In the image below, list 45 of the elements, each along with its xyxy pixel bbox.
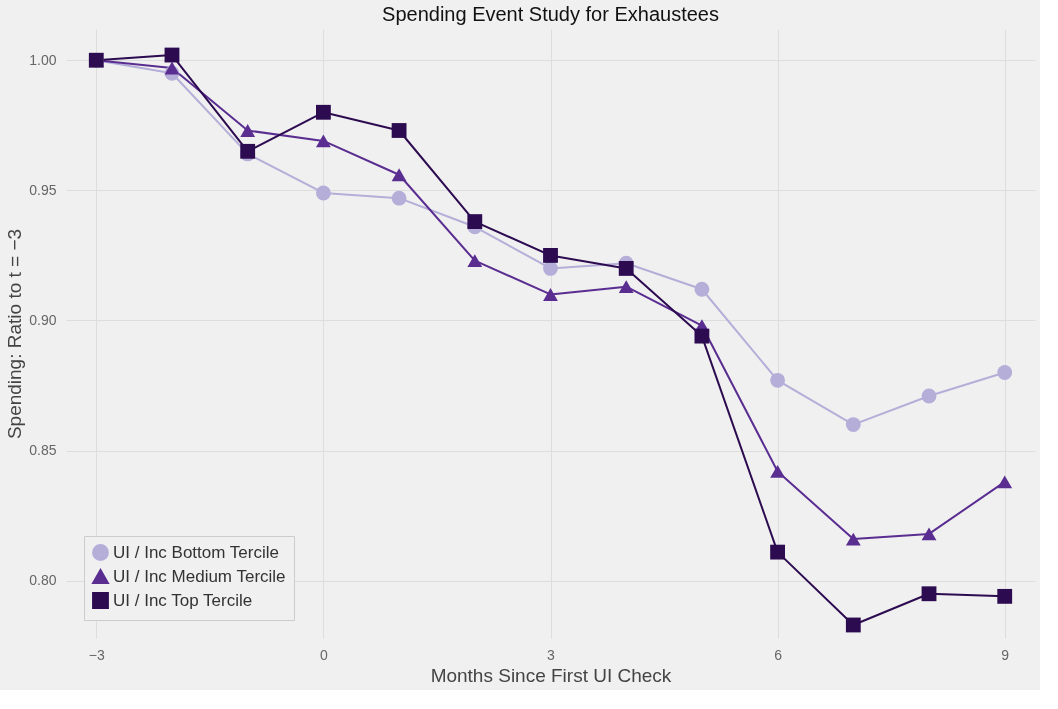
- legend-label: UI / Inc Top Tercile: [113, 590, 253, 610]
- y-tick-label: 0.95: [29, 181, 57, 198]
- legend-label: UI / Inc Bottom Tercile: [113, 542, 279, 562]
- x-tick-label: 6: [774, 646, 783, 663]
- point: [391, 190, 407, 206]
- point: [240, 124, 256, 137]
- chart-title: Spending Event Study for Exhaustees: [382, 3, 719, 25]
- point: [543, 261, 558, 276]
- x-tick-label: −3: [88, 646, 105, 663]
- y-tick-label: 0.90: [29, 311, 57, 328]
- x-tick-label: 3: [547, 646, 556, 663]
- point: [770, 544, 786, 560]
- point: [770, 465, 786, 478]
- point: [618, 261, 634, 276]
- point: [391, 168, 407, 182]
- point: [315, 134, 331, 148]
- point: [997, 475, 1013, 489]
- point: [467, 214, 483, 230]
- point: [694, 281, 710, 297]
- point: [997, 588, 1013, 604]
- point: [391, 123, 407, 138]
- point: [921, 388, 937, 404]
- y-tick-label: 1.00: [29, 51, 57, 68]
- point: [921, 586, 937, 602]
- x-axis-title: Months Since First UI Check: [430, 664, 672, 686]
- point: [921, 527, 937, 541]
- point: [694, 328, 710, 344]
- point: [845, 617, 861, 633]
- y-tick-label: 0.80: [29, 572, 57, 589]
- point: [543, 288, 558, 301]
- x-tick-label: 0: [319, 646, 328, 663]
- point: [618, 280, 634, 294]
- point: [770, 372, 786, 388]
- point: [164, 61, 180, 75]
- legend-label: UI / Inc Medium Tercile: [113, 566, 286, 586]
- y-axis-title: Spending: Ratio to t = −3: [4, 228, 26, 440]
- point: [315, 104, 331, 120]
- y-tick-label: 0.85: [29, 442, 57, 459]
- point: [997, 365, 1013, 380]
- point: [845, 417, 861, 432]
- point: [845, 532, 861, 546]
- x-tick-label: 9: [1001, 646, 1010, 663]
- point: [467, 254, 483, 268]
- point: [543, 248, 558, 263]
- point: [315, 185, 331, 201]
